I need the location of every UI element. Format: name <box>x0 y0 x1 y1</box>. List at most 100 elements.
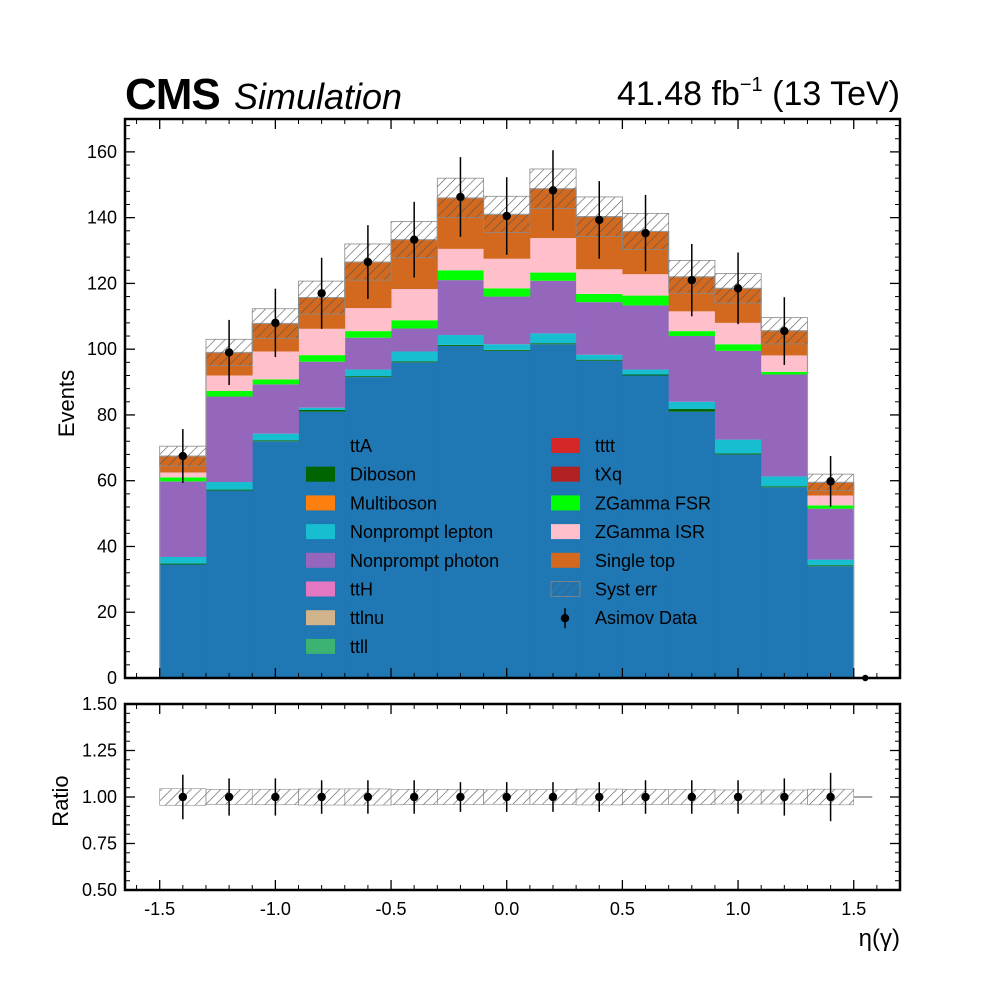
legend-swatch <box>306 495 335 511</box>
ratio-y-tick-label: 1.50 <box>82 694 117 714</box>
bar-zgamma-isr <box>529 238 577 273</box>
y-tick-label: 160 <box>87 142 117 162</box>
bar-nonprompt-photon <box>252 384 299 434</box>
bar-tta <box>529 344 577 678</box>
bar-zgamma-fsr <box>576 293 623 303</box>
data-point <box>271 318 280 328</box>
data-point <box>224 348 234 357</box>
x-tick-label: 0.0 <box>494 899 519 919</box>
bar-zgamma-fsr <box>437 270 484 281</box>
x-tick-label: 0.5 <box>610 899 635 919</box>
bar-diboson <box>252 440 299 442</box>
lumi-value: 41.48 fb <box>616 75 740 113</box>
bar-nonprompt-photon <box>391 328 438 352</box>
ratio-point <box>178 792 188 802</box>
bar-tta <box>437 345 484 678</box>
bar-diboson <box>483 349 531 351</box>
y-tick-label: 100 <box>87 339 117 359</box>
ratio-y-axis-label: Ratio <box>48 775 73 826</box>
bar-tta <box>391 362 438 678</box>
bar-tta <box>159 564 207 678</box>
luminosity-label: 41.48 fb−1 (13 TeV) <box>617 74 900 114</box>
bar-zgamma-fsr <box>622 295 670 306</box>
bar-nonprompt-lepton <box>298 407 346 411</box>
y-tick-label: 120 <box>87 273 117 293</box>
bar-diboson <box>622 374 670 376</box>
data-point <box>780 326 789 336</box>
x-axis-label: η(γ) <box>859 925 900 952</box>
data-point <box>317 289 326 298</box>
bar-diboson <box>714 453 762 455</box>
legend-swatch-syst-err <box>550 581 581 597</box>
bar-nonprompt-photon <box>761 374 808 477</box>
ratio-y-tick-label: 1.00 <box>82 787 117 807</box>
data-point <box>456 192 465 202</box>
legend-swatch <box>551 466 580 482</box>
x-tick-label: 1.0 <box>726 899 751 919</box>
legend-label: ttll <box>350 637 368 657</box>
ratio-panel: 0.50 0.75 1.00 1.25 1.50 -1.5 -1.0 -0.5 0.0 0.5 1.… <box>48 694 902 952</box>
x-tick-label: -0.5 <box>376 899 407 919</box>
x-tick-label: -1.5 <box>144 899 175 919</box>
legend-label: Asimov Data <box>595 608 698 628</box>
data-point <box>409 235 419 244</box>
y-tick-label: 80 <box>97 405 117 425</box>
bar-nonprompt-photon <box>714 350 762 440</box>
bar-diboson <box>298 410 346 412</box>
bar-nonprompt-lepton <box>529 333 577 344</box>
bar-diboson <box>807 565 855 567</box>
bar-nonprompt-lepton <box>668 401 716 410</box>
bar-nonprompt-lepton <box>344 369 392 377</box>
legend-swatch <box>306 524 335 540</box>
bar-zgamma-fsr <box>391 320 438 329</box>
bar-tta <box>205 490 253 678</box>
energy-label: (13 TeV) <box>762 75 900 113</box>
y-axis-label: Events <box>54 370 79 437</box>
bar-diboson <box>159 563 207 565</box>
bar-diboson <box>391 361 438 363</box>
bar-tta <box>483 350 531 678</box>
x-tick-label: 1.5 <box>841 899 866 919</box>
bar-diboson <box>576 359 623 361</box>
legend-label: ttlnu <box>350 608 384 628</box>
bar-nonprompt-photon <box>529 280 577 334</box>
bar-zgamma-fsr <box>344 331 392 338</box>
bar-nonprompt-photon <box>344 337 392 370</box>
bar-zgamma-isr <box>576 269 623 294</box>
legend-swatch <box>551 495 580 511</box>
bar-zgamma-fsr <box>807 505 855 509</box>
bar-zgamma-isr <box>622 274 670 296</box>
bar-nonprompt-photon <box>576 302 623 355</box>
bar-tta <box>252 441 299 678</box>
data-point <box>733 284 743 293</box>
bar-nonprompt-lepton <box>622 369 670 375</box>
ratio-point <box>548 792 558 802</box>
bar-zgamma-fsr <box>668 331 716 337</box>
bar-diboson <box>529 343 577 345</box>
bar-zgamma-isr <box>344 308 392 332</box>
bar-nonprompt-lepton <box>576 354 623 360</box>
bar-nonprompt-lepton <box>437 335 484 345</box>
bar-tta <box>298 411 346 678</box>
ratio-point <box>641 792 650 802</box>
bar-tta <box>622 375 670 678</box>
main-axes-frame <box>123 117 902 680</box>
bar-zgamma-fsr <box>298 355 346 362</box>
bar-nonprompt-photon <box>298 361 346 408</box>
ratio-point <box>456 792 465 802</box>
bar-nonprompt-photon <box>622 305 670 370</box>
ratio-point <box>826 792 835 802</box>
ratio-point <box>780 792 789 802</box>
data-point <box>548 186 558 195</box>
bar-tta <box>714 454 762 678</box>
legend-swatch <box>306 466 335 482</box>
bar-zgamma-fsr <box>483 288 531 297</box>
bar-zgamma-isr <box>391 289 438 321</box>
legend-swatch <box>551 552 580 568</box>
legend-label: Diboson <box>350 465 416 485</box>
bar-nonprompt-photon <box>807 508 855 560</box>
ratio-point <box>502 792 511 802</box>
lumi-exponent: −1 <box>739 74 763 96</box>
legend-swatch <box>551 524 580 540</box>
bar-tta <box>344 377 392 678</box>
